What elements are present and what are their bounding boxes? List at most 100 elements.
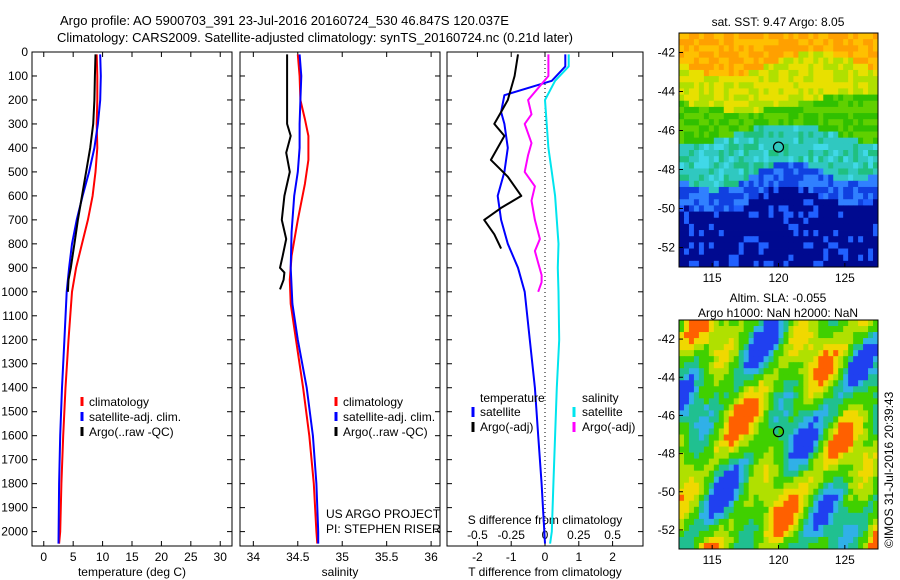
sla_map-cell <box>853 326 859 333</box>
sla_map-cell <box>683 368 690 375</box>
sla_map-cell <box>788 488 794 496</box>
sst_map-cell <box>803 193 809 200</box>
sla_map-cell <box>858 374 864 381</box>
sst_map-cell <box>713 162 720 169</box>
sla_map-cell <box>758 416 764 423</box>
sla_map-cell <box>743 476 750 484</box>
sla_map-cell <box>848 494 854 502</box>
sst_map-cell <box>853 168 859 176</box>
sla_map-cell <box>763 458 769 466</box>
sla_map-cell <box>863 362 869 369</box>
sst_map-cell <box>788 193 794 200</box>
sla_map-cell <box>763 338 769 345</box>
sst_map-cell <box>843 254 849 262</box>
sst_map-cell <box>703 45 710 52</box>
sla_map-cell <box>708 350 715 357</box>
sst_map-cell <box>843 199 849 206</box>
sla_map-cell <box>733 374 740 381</box>
sla_map-cell <box>843 512 849 520</box>
sst_map-cell <box>683 242 690 249</box>
sst_map-cell <box>743 156 750 163</box>
sla_map-cell <box>813 494 819 502</box>
sst_map-cell <box>748 76 755 83</box>
sla_map-cell <box>803 398 809 405</box>
sla_map-cell <box>708 404 715 411</box>
sst_map-cell <box>808 168 814 176</box>
sla_map-cell <box>868 350 874 357</box>
sla_map-cell <box>718 338 725 345</box>
sst_map-cell <box>813 69 819 77</box>
sla_map-cell <box>868 416 874 423</box>
sla_map-cell <box>863 434 869 441</box>
sla_map-cell <box>723 446 730 453</box>
sla_map-cell <box>853 344 859 351</box>
sla_map-cell <box>738 512 745 520</box>
title-line-2: Climatology: CARS2009. Satellite-adjuste… <box>57 30 573 45</box>
sla_map-cell <box>823 398 829 405</box>
sla_map-cell <box>833 482 839 490</box>
sla_map-cell <box>708 476 715 484</box>
sla_map-cell <box>788 524 794 532</box>
sst_map-cell <box>778 199 784 206</box>
sst_map-cell <box>858 125 864 132</box>
sla_map-cell <box>773 536 779 544</box>
sla_map-cell <box>798 524 804 532</box>
sst_map-cell <box>703 69 710 77</box>
sla_map-cell <box>723 422 730 429</box>
sst_map-cell <box>863 57 869 65</box>
sla_map-cell <box>828 512 834 520</box>
sla_map-cell <box>813 332 819 339</box>
sst_map-cell <box>683 230 690 237</box>
sst_map-cell <box>773 125 779 132</box>
sst_map-cell <box>863 39 869 46</box>
sst_map-cell <box>733 45 740 52</box>
sst_map-cell <box>763 137 769 145</box>
sst_map-cell <box>733 199 740 206</box>
sla_map-cell <box>858 350 864 357</box>
salinity-xlabel: salinity <box>322 565 359 579</box>
sla_map-cell <box>718 398 725 405</box>
sst_map-cell <box>848 119 854 126</box>
sla_map-cell <box>778 458 784 466</box>
sst_map-cell <box>718 180 725 188</box>
sst_map-cell <box>738 223 745 231</box>
sla_map-cell <box>708 524 715 532</box>
sst_map-cell <box>838 162 844 169</box>
sla_map-cell <box>693 368 700 375</box>
sla_map-cell <box>758 410 764 417</box>
sst_map-cell <box>808 199 814 206</box>
y-tick-label: 900 <box>8 261 28 275</box>
y-tick-label: 200 <box>8 93 28 107</box>
sla_map-cell <box>763 494 769 502</box>
sla_map-cell <box>773 380 779 387</box>
sla_map-cell <box>863 458 869 466</box>
sst_map-cell <box>808 236 814 243</box>
sla_map-cell <box>778 542 784 550</box>
sla_map-cell <box>683 458 690 466</box>
sla_map-cell <box>818 500 824 508</box>
sst_map-cell <box>858 205 864 212</box>
sla_map-cell <box>688 344 695 351</box>
sst_map-cell <box>863 199 869 206</box>
sla_map-cell <box>768 470 774 478</box>
sla_map-cell <box>813 344 819 351</box>
sla_map-cell <box>783 536 789 544</box>
sla_map-cell <box>688 452 695 460</box>
sla_map-cell <box>868 356 874 363</box>
sla_map-cell <box>723 368 730 375</box>
sla_map-cell <box>768 500 774 508</box>
sla_map-cell <box>763 368 769 375</box>
sst_map-cell <box>808 150 814 157</box>
sla_map-cell <box>718 428 725 435</box>
sla_map-cell <box>828 482 834 490</box>
sla_map-cell <box>693 338 700 345</box>
sst_map-cell <box>783 82 789 89</box>
sla_map-cell <box>758 542 764 550</box>
sla_map-cell <box>728 452 735 460</box>
sla_map-cell <box>718 404 725 411</box>
sst_map-cell <box>838 63 844 71</box>
sst_map-cell <box>733 260 740 268</box>
difference-top-xlabel: S difference from climatology <box>468 513 623 527</box>
sla_map-cell <box>873 524 879 532</box>
map-y-tick-label: -44 <box>658 370 676 384</box>
